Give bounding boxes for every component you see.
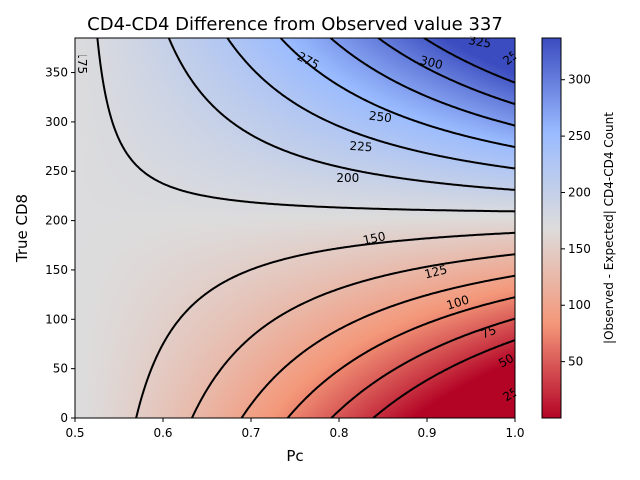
- colorbar-tick-label: 100: [568, 298, 591, 312]
- contour-label: 225: [349, 139, 373, 155]
- plot-frame: [74, 37, 516, 419]
- y-tick-label: 50: [53, 362, 68, 376]
- contour-175: [96, 38, 515, 213]
- colorbar-tick-label: 150: [568, 242, 591, 256]
- x-tick-label: 1.0: [505, 426, 524, 440]
- y-tick-label: 200: [45, 214, 68, 228]
- x-tick-label: 0.8: [329, 426, 348, 440]
- contour-label: 300: [419, 53, 445, 72]
- contour-label: 200: [336, 171, 359, 185]
- contour-label: 125: [423, 262, 449, 281]
- colorbar-tick-label: 50: [568, 355, 583, 369]
- colorbar: [541, 37, 562, 419]
- contour-200: [167, 38, 515, 191]
- y-tick-label: 0: [60, 411, 68, 425]
- colorbar-tick-label: 250: [568, 129, 591, 143]
- y-axis-ticks: 0 50 100 150 200 250 300 350: [45, 66, 75, 425]
- colorbar-tick-label: 200: [568, 185, 591, 199]
- contour-25: [371, 339, 515, 418]
- colorbar-label: |Observed - Expected| CD4-CD4 Count: [602, 112, 616, 344]
- contour-label: 75: [479, 323, 498, 342]
- x-tick-label: 0.9: [417, 426, 436, 440]
- heatmap: [75, 38, 515, 418]
- x-axis-label: Pc: [286, 447, 303, 465]
- chart-title: CD4-CD4 Difference from Observed value 3…: [87, 14, 503, 35]
- contour-250: [279, 38, 515, 148]
- contour-75: [286, 296, 515, 418]
- x-tick-label: 0.6: [153, 426, 172, 440]
- y-tick-label: 250: [45, 164, 68, 178]
- x-tick-label: 0.7: [241, 426, 260, 440]
- contour-125: [190, 253, 515, 418]
- colorbar-tick-label: 300: [568, 73, 591, 87]
- contour-225: [226, 38, 515, 170]
- contour-label: 175: [75, 51, 89, 74]
- contour-300: [376, 38, 515, 106]
- contour-275: [329, 38, 515, 127]
- contour-label: 50: [496, 351, 516, 371]
- x-tick-label: 0.5: [65, 426, 84, 440]
- y-tick-label: 300: [45, 115, 68, 129]
- contour-lines: [96, 38, 515, 418]
- y-tick-label: 350: [45, 66, 68, 80]
- y-axis-label: True CD8: [13, 194, 31, 263]
- y-tick-label: 100: [45, 312, 68, 326]
- contour-label: 150: [362, 229, 387, 247]
- contour-label: 250: [368, 109, 392, 126]
- colorbar-ticks: 50 100 150 200 250 300: [561, 73, 591, 369]
- x-axis-ticks: 0.5 0.6 0.7 0.8 0.9 1.0: [65, 418, 525, 440]
- y-tick-label: 150: [45, 263, 68, 277]
- contour-50: [329, 317, 515, 418]
- contour-150: [135, 231, 515, 418]
- contour-100: [240, 274, 515, 418]
- contour-325: [422, 38, 515, 84]
- contour-label: 100: [445, 292, 471, 312]
